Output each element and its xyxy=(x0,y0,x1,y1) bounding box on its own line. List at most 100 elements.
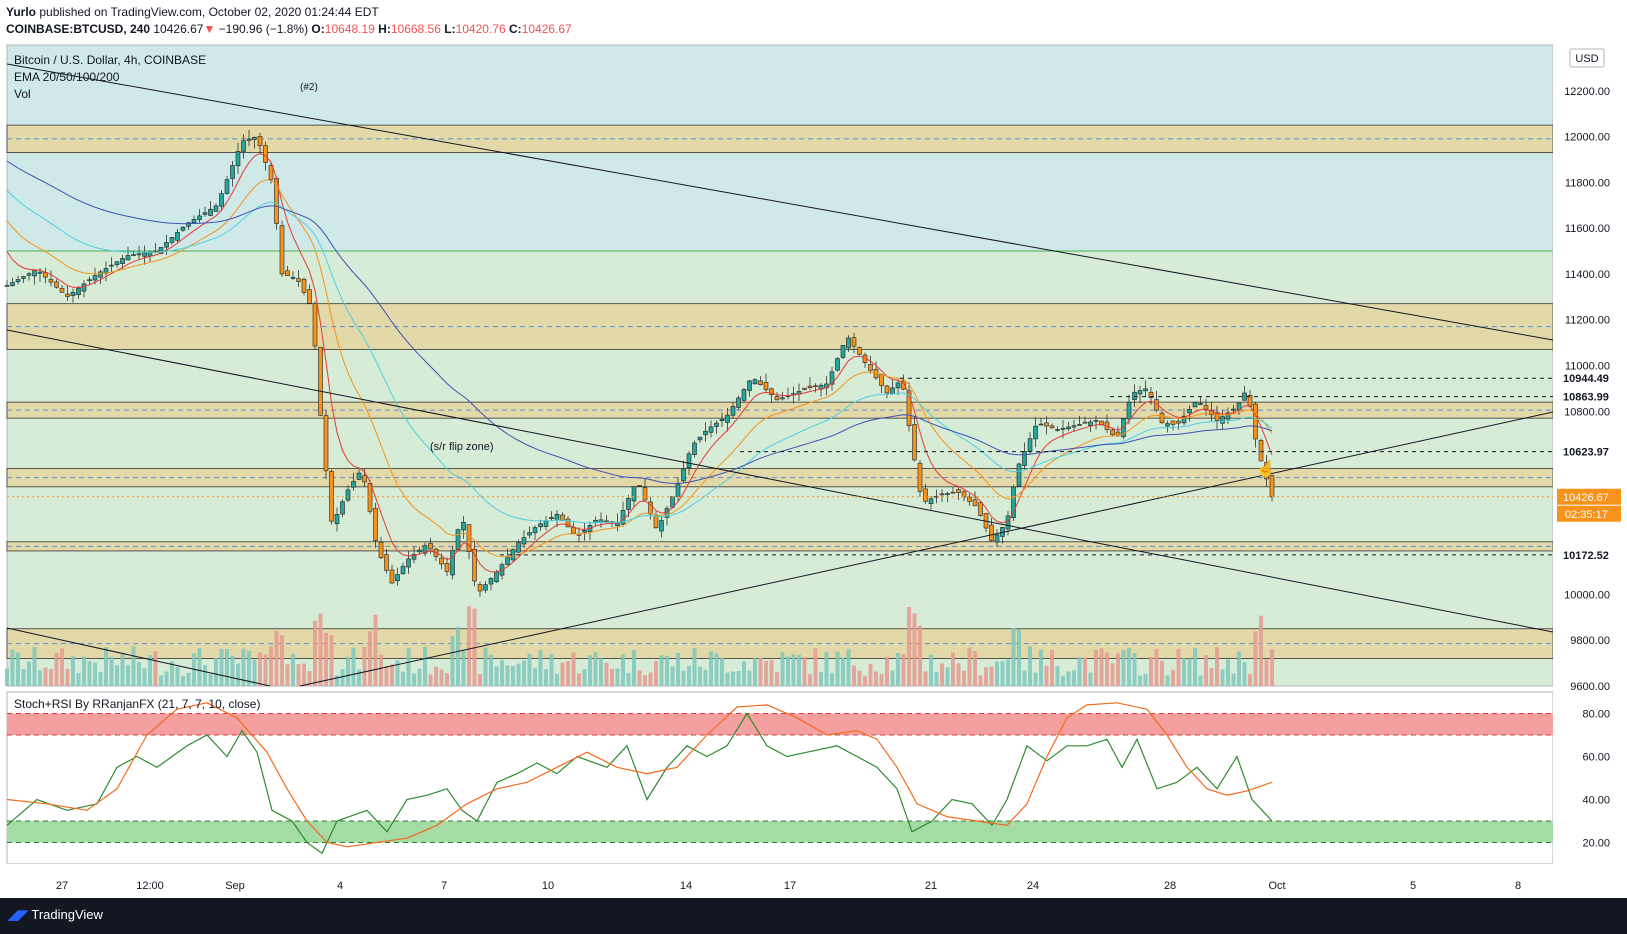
candle-body xyxy=(15,279,21,283)
candle-body xyxy=(241,140,246,152)
price-axis[interactable]: 12200.00 12000.00 11800.00 11600.00 11400.00… xyxy=(1553,45,1627,693)
candle-body xyxy=(653,515,659,529)
ema-lines xyxy=(6,152,1273,573)
candle-body xyxy=(703,430,708,436)
candle-body xyxy=(131,254,136,256)
volume-bar xyxy=(159,675,163,686)
volume-bar xyxy=(43,667,48,686)
price-tick: 10800.00 xyxy=(1564,406,1610,418)
candle-body xyxy=(263,145,268,163)
volume-bar xyxy=(230,655,235,686)
volume-bar xyxy=(175,667,180,686)
volume-bar xyxy=(791,654,796,686)
candle-body xyxy=(906,390,912,427)
volume-bar xyxy=(962,670,966,686)
volume-bar xyxy=(1094,649,1098,686)
volume-bar xyxy=(742,661,746,686)
candle-body xyxy=(1225,412,1231,420)
candle-body xyxy=(1258,440,1264,462)
volume-bar xyxy=(940,663,944,686)
volume-bar xyxy=(241,648,246,686)
trend-line xyxy=(6,329,1554,633)
volume-bar xyxy=(868,663,873,686)
volume-bar xyxy=(32,646,37,686)
legend-title: Bitcoin / U.S. Dollar, 4h, COINBASE xyxy=(14,53,206,67)
candle-body xyxy=(807,385,813,389)
volume-bar xyxy=(505,665,510,686)
trend-lines xyxy=(6,63,1554,687)
volume-bar xyxy=(445,673,449,686)
candle-body xyxy=(642,487,648,501)
volume-bar xyxy=(571,652,576,686)
volume-bar xyxy=(1171,669,1175,686)
volume-bar xyxy=(560,662,565,686)
price-label-text: 10172.52 xyxy=(1563,550,1609,562)
candle-body xyxy=(774,396,780,401)
candle-body xyxy=(362,475,367,483)
volume-bar xyxy=(87,661,92,686)
volume-bar xyxy=(148,655,152,686)
volume-bar xyxy=(357,669,361,686)
candle-body xyxy=(1005,515,1011,530)
volume-bar xyxy=(5,668,9,686)
volume-bar xyxy=(582,669,587,686)
close-value: 10426.67 xyxy=(521,22,572,36)
volume-bar xyxy=(659,655,664,686)
candle-body xyxy=(26,273,32,276)
candle-body xyxy=(323,415,329,472)
volume-bar xyxy=(181,675,185,686)
candle-body xyxy=(1049,425,1055,429)
candle-body xyxy=(81,283,87,292)
osc-tick: 80.00 xyxy=(1582,709,1610,721)
volume-bar xyxy=(296,664,301,686)
volume-bar xyxy=(263,654,268,686)
candle-body xyxy=(279,225,285,275)
osc-tick: 20.00 xyxy=(1582,838,1610,850)
candle-body xyxy=(340,501,345,515)
ema-100-line xyxy=(6,190,1273,524)
price-label-text: 10623.97 xyxy=(1563,447,1609,459)
candle-body xyxy=(950,491,956,494)
volume-bar xyxy=(1132,652,1137,686)
candle-body xyxy=(1170,420,1176,425)
candle-body xyxy=(466,524,472,552)
volume-bar xyxy=(720,658,724,686)
volume-bar xyxy=(401,671,405,686)
candle-body xyxy=(439,557,444,565)
volume-bar xyxy=(890,670,895,686)
price-label-text: 10944.49 xyxy=(1563,373,1609,385)
candle-body xyxy=(725,414,730,423)
volume-bar xyxy=(439,669,444,686)
candle-body xyxy=(989,524,994,541)
volume-bar xyxy=(423,646,427,686)
time-tick: 12:00 xyxy=(136,880,164,892)
candle-body xyxy=(142,252,147,257)
candle-body xyxy=(1165,423,1170,427)
candle-body xyxy=(505,556,510,565)
candle-body xyxy=(961,491,967,498)
candle-body xyxy=(978,502,983,516)
price-tick: 11200.00 xyxy=(1565,315,1610,327)
price-chart[interactable]: 12200.00 12000.00 11800.00 11600.00 11400.00… xyxy=(0,0,1627,898)
stoch-line xyxy=(6,712,1273,855)
tradingview-logo[interactable]: ◢◤ TradingView xyxy=(8,907,103,923)
candle-body xyxy=(923,488,928,502)
green-band xyxy=(7,821,1553,843)
candle-body xyxy=(1192,402,1198,408)
rsi-line xyxy=(6,702,1273,848)
volume-bar xyxy=(489,654,493,686)
high-label: H: xyxy=(378,22,391,36)
time-axis[interactable]: 27 12:00 Sep 4 7 10 14 17 21 24 28 Oct 5 8 xyxy=(0,864,1627,898)
time-tick: 5 xyxy=(1410,880,1416,892)
author-name[interactable]: Yurlo xyxy=(6,5,37,19)
candle-body xyxy=(213,205,219,212)
volume-bar xyxy=(736,671,741,686)
time-tick: 7 xyxy=(441,880,447,892)
candle-body xyxy=(10,282,15,287)
candle-body xyxy=(1220,416,1225,424)
price-tick: 9600.00 xyxy=(1570,681,1610,693)
time-tick: 24 xyxy=(1027,880,1039,892)
volume-bar xyxy=(351,647,356,686)
currency-badge[interactable]: USD xyxy=(1569,48,1605,68)
candle-body xyxy=(769,388,774,396)
